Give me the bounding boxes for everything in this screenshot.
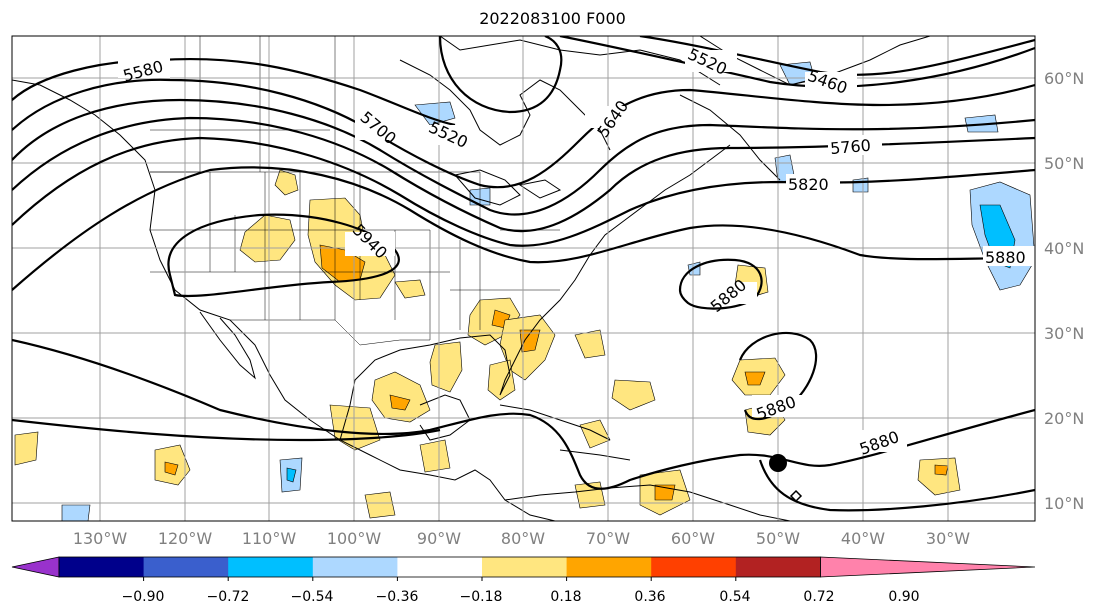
colorbar-segment [566, 557, 652, 577]
lon-label-130w: 130°W [73, 529, 128, 548]
lon-label-80w: 80°W [501, 529, 545, 548]
lat-lon-grid [12, 36, 1035, 521]
lon-label-110w: 110°W [242, 529, 297, 548]
coastlines [12, 36, 931, 521]
colorbar-tick-label: 0.54 [719, 589, 750, 605]
longitude-labels: 130°W 120°W 110°W 100°W 90°W 80°W 70°W 6… [73, 529, 970, 548]
lat-label-40n: 40°N [1044, 239, 1084, 258]
colorbar-tick-labels: −0.90 −0.72 −0.54 −0.36 −0.18 0.18 0.36 … [122, 589, 920, 605]
lon-label-50w: 50°W [756, 529, 800, 548]
colorbar-tick-label: −0.54 [291, 589, 334, 605]
tropical-system-icon [769, 454, 787, 472]
latitude-labels: 60°N 50°N 40°N 30°N 20°N 10°N [1044, 69, 1084, 513]
colorbar [11, 556, 1036, 581]
colorbar-border [58, 556, 821, 578]
small-diamond-icon [789, 489, 803, 503]
colorbar-tick-label: −0.72 [207, 589, 250, 605]
lat-label-20n: 20°N [1044, 409, 1084, 428]
colorbar-tick-label: −0.18 [460, 589, 503, 605]
lon-label-70w: 70°W [586, 529, 630, 548]
positive-anomaly-shading [14, 169, 961, 519]
colorbar-tick-label: −0.90 [122, 589, 165, 605]
colorbar-tick-label: 0.18 [550, 589, 581, 605]
colorbar-segment [482, 557, 568, 577]
lon-label-100w: 100°W [327, 529, 382, 548]
contour-label-5760: 5760 [829, 136, 871, 158]
map-title: 2022083100 F000 [479, 9, 626, 28]
contour-label-5880-east: 5880 [985, 248, 1026, 267]
lon-label-60w: 60°W [671, 529, 715, 548]
colorbar-segment [397, 557, 483, 577]
colorbar-segment [735, 557, 821, 577]
colorbar-segment [59, 557, 145, 577]
colorbar-tick-label: 0.72 [803, 589, 834, 605]
lon-label-40w: 40°W [841, 529, 885, 548]
lat-label-10n: 10°N [1044, 494, 1084, 513]
colorbar-extend-max [820, 556, 1036, 578]
lon-label-30w: 30°W [926, 529, 970, 548]
colorbar-tick-label: −0.36 [376, 589, 419, 605]
colorbar-tick-label: 0.36 [634, 589, 665, 605]
colorbar-segment [651, 557, 737, 577]
lon-label-90w: 90°W [417, 529, 461, 548]
colorbar-segment [143, 557, 229, 577]
colorbar-segment [228, 557, 314, 577]
contour-label-5820: 5820 [788, 175, 829, 194]
lat-label-30n: 30°N [1044, 324, 1084, 343]
lat-label-50n: 50°N [1044, 154, 1084, 173]
lon-label-120w: 120°W [158, 529, 213, 548]
colorbar-segment [312, 557, 398, 577]
lat-label-60n: 60°N [1044, 69, 1084, 88]
colorbar-tick-label: 0.90 [888, 589, 919, 605]
colorbar-extend-min [11, 556, 60, 578]
map-frame [11, 35, 1036, 522]
